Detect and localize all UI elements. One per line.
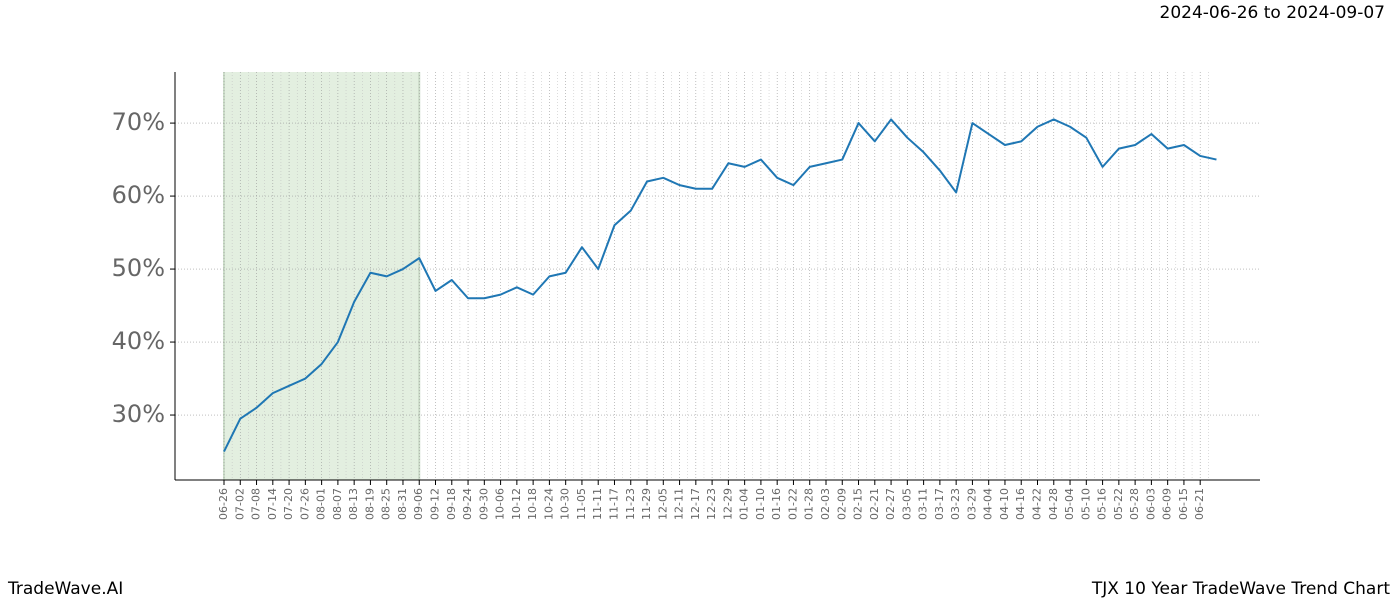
y-tick-label: 70%	[112, 108, 165, 136]
x-tick-label: 02-21	[868, 488, 881, 520]
x-tick-label: 11-11	[591, 488, 604, 520]
x-tick-label: 03-23	[949, 488, 962, 520]
x-tick-label: 12-11	[673, 488, 686, 520]
x-tick-label: 03-29	[965, 488, 978, 520]
x-tick-label: 07-08	[250, 488, 263, 520]
x-tick-label: 02-03	[819, 488, 832, 520]
x-tick-label: 03-05	[900, 488, 913, 520]
y-tick-label: 60%	[112, 181, 165, 209]
x-tick-label: 11-23	[624, 488, 637, 520]
x-tick-label: 08-13	[347, 488, 360, 520]
x-tick-label: 09-06	[412, 488, 425, 520]
x-tick-label: 05-22	[1112, 488, 1125, 520]
x-tick-label: 04-28	[1047, 488, 1060, 520]
x-tick-label: 11-05	[575, 488, 588, 520]
x-tick-label: 10-24	[542, 488, 555, 520]
y-tick-label: 30%	[112, 400, 165, 428]
x-tick-label: 10-12	[510, 488, 523, 520]
x-tick-label: 06-15	[1177, 488, 1190, 520]
x-tick-label: 12-23	[705, 488, 718, 520]
x-tick-label: 01-16	[770, 488, 783, 520]
x-tick-label: 07-02	[233, 488, 246, 520]
x-tick-label: 12-17	[689, 488, 702, 520]
x-tick-label: 01-10	[754, 488, 767, 520]
trend-line	[223, 118, 1217, 452]
x-tick-label: 09-12	[429, 488, 442, 520]
x-tick-label: 08-19	[363, 488, 376, 520]
x-tick-label: 01-22	[786, 488, 799, 520]
x-tick-label: 02-27	[884, 488, 897, 520]
caption: TJX 10 Year TradeWave Trend Chart	[1091, 579, 1390, 599]
x-tick-label: 09-18	[445, 488, 458, 520]
x-tick-label: 08-01	[315, 488, 328, 520]
x-tick-label: 10-30	[559, 488, 572, 520]
x-tick-label: 03-17	[933, 488, 946, 520]
x-tick-label: 10-06	[494, 488, 507, 520]
x-tick-label: 02-15	[852, 488, 865, 520]
x-tick-label: 01-28	[803, 488, 816, 520]
brand: TradeWave.AI	[7, 579, 123, 599]
x-tick-label: 11-29	[640, 488, 653, 520]
x-tick-label: 04-10	[998, 488, 1011, 520]
x-tick-label: 06-26	[217, 488, 230, 520]
x-tick-label: 09-30	[477, 488, 490, 520]
x-tick-label: 12-05	[656, 488, 669, 520]
x-tick-label: 07-14	[266, 488, 279, 520]
x-tick-label: 11-17	[607, 488, 620, 520]
y-tick-label: 40%	[112, 327, 165, 355]
x-tick-label: 04-16	[1014, 488, 1027, 520]
x-tick-label: 05-28	[1128, 488, 1141, 520]
x-tick-label: 04-22	[1031, 488, 1044, 520]
x-tick-label: 02-09	[835, 488, 848, 520]
x-tick-label: 08-31	[396, 488, 409, 520]
x-tick-label: 07-26	[298, 488, 311, 520]
x-tick-label: 06-03	[1144, 488, 1157, 520]
x-tick-label: 07-20	[282, 488, 295, 520]
x-tick-label: 03-11	[917, 488, 930, 520]
x-tick-label: 05-10	[1079, 488, 1092, 520]
date-range: 2024-06-26 to 2024-09-07	[1160, 3, 1385, 23]
x-tick-label: 05-04	[1063, 488, 1076, 520]
x-tick-label: 10-18	[526, 488, 539, 520]
x-tick-label: 12-29	[721, 488, 734, 520]
x-tick-label: 01-04	[738, 488, 751, 520]
x-tick-label: 08-07	[331, 488, 344, 520]
y-tick-label: 50%	[112, 254, 165, 282]
x-tick-label: 09-24	[461, 488, 474, 520]
x-tick-label: 04-04	[982, 488, 995, 520]
x-tick-label: 08-25	[380, 488, 393, 520]
x-tick-label: 06-21	[1193, 488, 1206, 520]
x-tick-label: 05-16	[1096, 488, 1109, 520]
x-tick-label: 06-09	[1161, 488, 1174, 520]
